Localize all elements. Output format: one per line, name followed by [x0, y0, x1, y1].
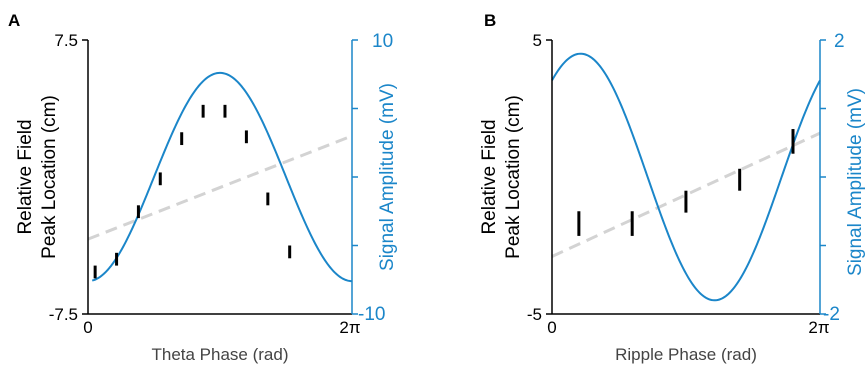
panel-a-right-tick-label-bottom: -10 [358, 304, 385, 325]
panel-b-right-tick-label-bottom: -2 [823, 304, 840, 325]
panel-a-x-tick-label-2pi: 2π [339, 318, 360, 337]
panel-b-left-tick-label-bottom: -5 [527, 305, 542, 324]
panel-b-fit-layer [551, 131, 821, 258]
panel-b-ylabel-right: Signal Amplitude (mV) [845, 88, 865, 276]
panel-a-fit-layer [87, 134, 353, 241]
panel-b-x-tick-label-2pi: 2π [808, 318, 829, 337]
panel-a-xlabel: Theta Phase (rad) [151, 345, 288, 364]
panel-b-right-tick-label-top: 2 [834, 31, 845, 52]
panel-a-ylabel-line1: Relative Field [15, 119, 36, 234]
panel-b-signal-layer [551, 52, 821, 302]
panel-a-fit-line [87, 134, 353, 241]
panel-a-ylabel-right: Signal Amplitude (mV) [377, 83, 398, 271]
panel-a-right-ticks [352, 39, 358, 315]
panel-a-left-tick-label-bottom: -7.5 [49, 305, 78, 324]
panel-b-xlabel: Ripple Phase (rad) [615, 345, 757, 364]
panel-a: A 7.5 -7.5 0 2π 10 0 -10 Theta Phase (ra… [8, 11, 398, 364]
panel-a-left-tick-label-top: 7.5 [54, 31, 78, 50]
panel-a-right-tick-label-top: 10 [372, 31, 393, 52]
panel-b-ylabel-line1: Relative Field [479, 119, 500, 234]
panel-b-fit-line [551, 131, 821, 258]
panel-b-right-ticks [820, 39, 826, 315]
panel-b-label: B [484, 11, 496, 30]
panel-b-points-layer [577, 129, 795, 236]
panel-b-ylabel-line2: Peak Location (cm) [503, 95, 524, 259]
panel-a-label: A [8, 11, 20, 30]
panel-b-x-tick-label-0: 0 [547, 318, 556, 337]
panel-a-x-tick-label-0: 0 [83, 318, 92, 337]
panel-b-left-tick-label-top: 5 [533, 31, 542, 50]
panel-b: B 5 -5 0 2π 2 -2 Ripple Phase (rad) Rela… [479, 11, 865, 364]
panel-a-ylabel-line2: Peak Location (cm) [39, 95, 60, 259]
panel-a-signal-layer [91, 71, 353, 283]
panel-a-signal-curve [91, 71, 353, 283]
panel-a-points-layer [93, 104, 292, 279]
panel-b-signal-curve [551, 52, 821, 302]
